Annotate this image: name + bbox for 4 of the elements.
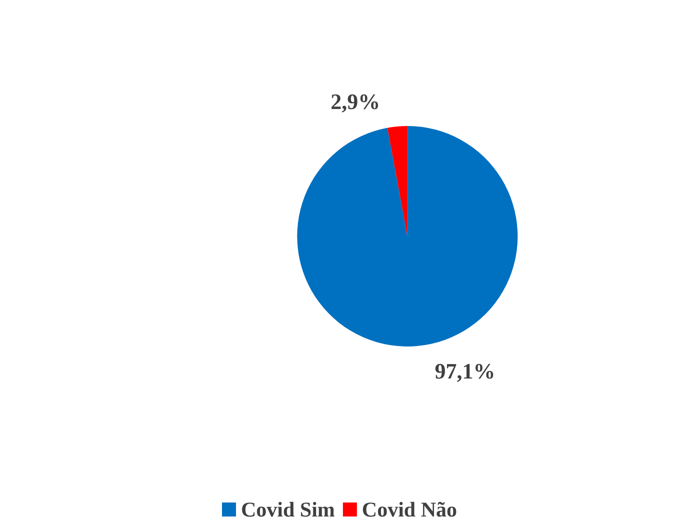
legend-label: Covid Não — [362, 498, 458, 522]
legend-label: Covid Sim — [240, 498, 336, 522]
data-label: 97,1% — [434, 358, 496, 384]
data-label: 2,9% — [330, 89, 380, 114]
